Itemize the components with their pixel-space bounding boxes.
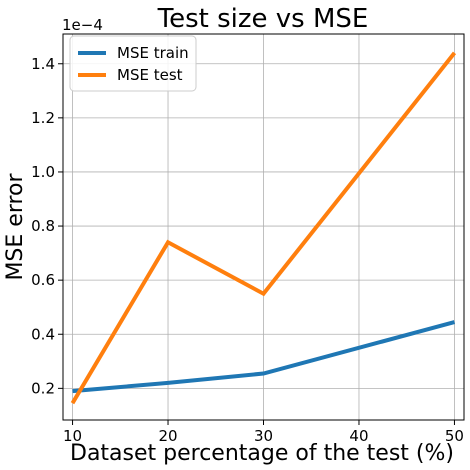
axis-ticks: 10 20 30 40 50 0.2 0.4 0.6 0.8 1.0 1.2 1.4 xyxy=(31,55,464,445)
y-tick-label: 1.0 xyxy=(31,163,55,181)
y-tick-label: 0.4 xyxy=(31,325,55,343)
x-axis-label: Dataset percentage of the test (%) xyxy=(70,441,454,466)
y-tick-label: 0.6 xyxy=(31,271,55,289)
x-tick-label: 40 xyxy=(349,427,368,445)
y-tick-label: 1.4 xyxy=(31,55,55,73)
x-tick-label: 10 xyxy=(63,427,82,445)
y-tick-label: 0.2 xyxy=(31,379,55,397)
x-tick-label: 50 xyxy=(445,427,464,445)
series-lines xyxy=(70,51,457,405)
legend: MSE train MSE test xyxy=(69,35,197,92)
y-axis-label: MSE error xyxy=(3,173,28,281)
x-tick-label: 20 xyxy=(158,427,177,445)
grid-lines xyxy=(63,34,464,420)
y-tick-label: 0.8 xyxy=(31,217,55,235)
legend-label-mse-train: MSE train xyxy=(117,44,189,62)
legend-box xyxy=(69,35,197,92)
x-tick-label: 30 xyxy=(254,427,273,445)
series-line-mse-train xyxy=(72,320,456,394)
y-tick-label: 1.2 xyxy=(31,109,55,127)
legend-label-mse-test: MSE test xyxy=(117,66,183,84)
y-multiplier-label: 1e−4 xyxy=(62,16,103,34)
chart-title: Test size vs MSE xyxy=(157,4,369,34)
series-line-mse-test xyxy=(70,51,457,405)
